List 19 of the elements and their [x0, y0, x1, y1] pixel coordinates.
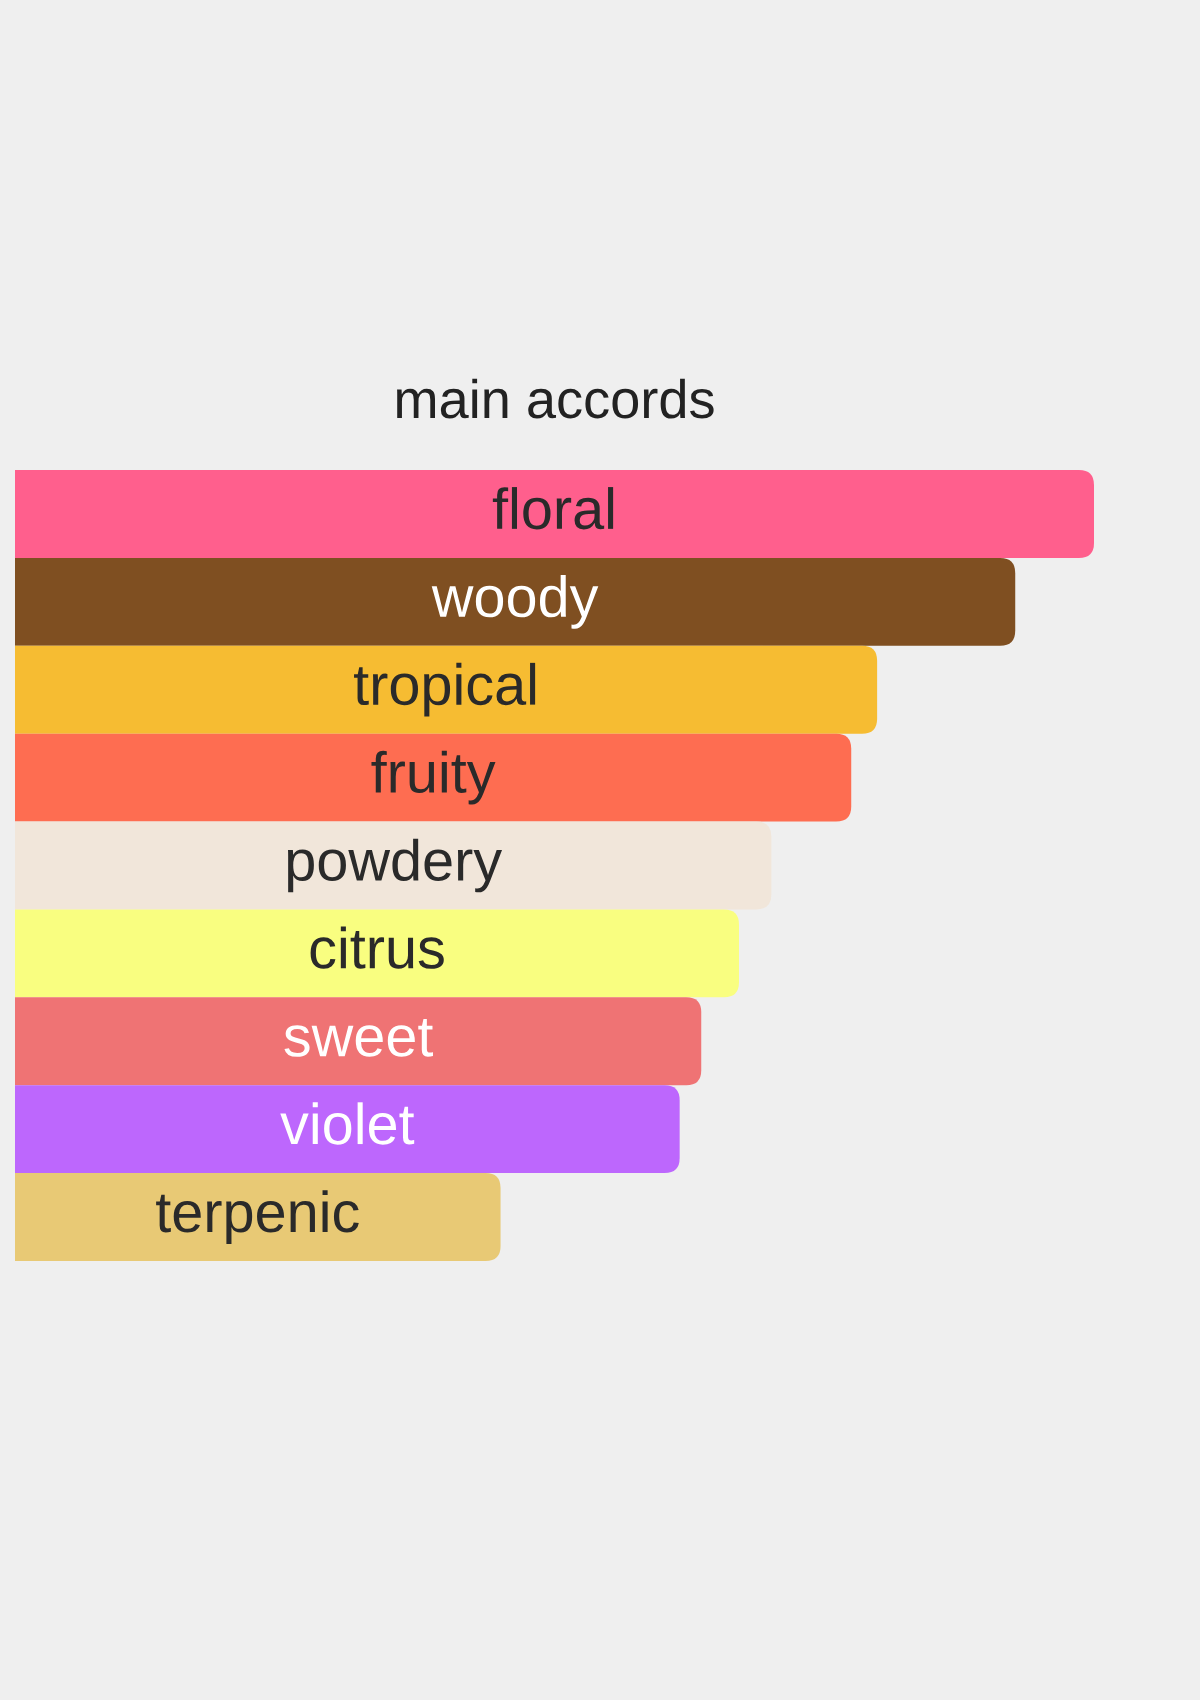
bar: [15, 557, 1016, 646]
bar: [15, 470, 1094, 558]
y-tick-label: powdery: [287, 838, 503, 893]
bar: [15, 821, 772, 910]
chart-title: main accords: [397, 378, 714, 419]
bar: [15, 1173, 501, 1261]
y-tick-label: citrus: [310, 926, 444, 969]
bar: [15, 1085, 680, 1174]
y-tick-label: sweet: [284, 1018, 433, 1057]
bar: [15, 733, 852, 822]
bar: [15, 645, 878, 734]
bar: [15, 997, 702, 1086]
y-tick-label: violet: [280, 1102, 415, 1145]
bar: [15, 909, 740, 998]
y-tick-label: woody: [431, 574, 599, 629]
y-tick-label: terpenic: [156, 1190, 359, 1244]
y-tick-label: floral: [492, 487, 614, 530]
y-tick-label: tropical: [354, 662, 536, 717]
y-tick-label: fruity: [371, 750, 496, 805]
